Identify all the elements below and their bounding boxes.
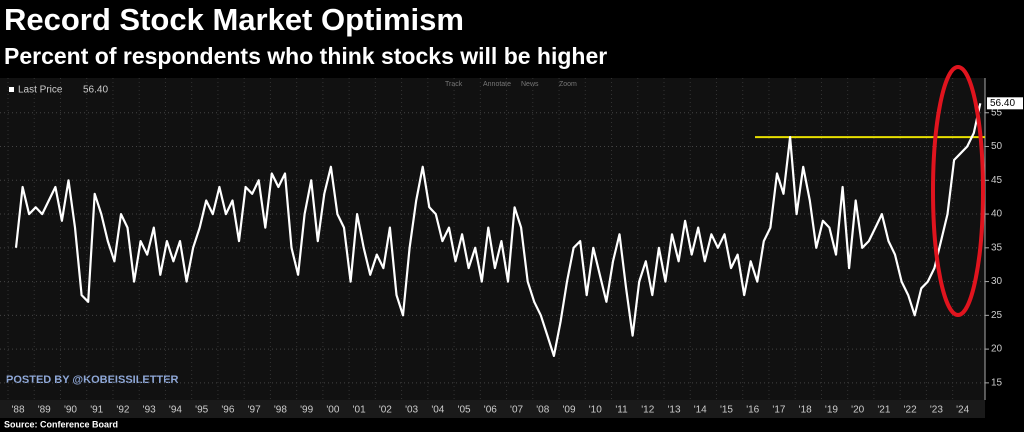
x-tick-label: '01 (353, 405, 366, 416)
x-tick-label: '07 (510, 405, 523, 416)
toolbar: Track Annotate News Zoom (445, 81, 577, 88)
x-tick-label: '90 (64, 405, 77, 416)
y-tick-label: 55 (991, 107, 1003, 118)
x-tick-label: '23 (930, 405, 943, 416)
toolbar-item[interactable]: Track (445, 81, 463, 88)
x-tick-label: '92 (116, 405, 129, 416)
source: Source: Conference Board (4, 419, 118, 429)
x-tick-label: '08 (536, 405, 549, 416)
x-tick-label: '88 (11, 405, 24, 416)
toolbar-item[interactable]: News (521, 81, 539, 88)
last-value-tag (987, 97, 1023, 110)
x-tick-label: '14 (694, 405, 707, 416)
x-tick-label: '21 (877, 405, 890, 416)
legend-swatch (9, 87, 14, 92)
y-tick-label: 40 (991, 209, 1003, 220)
y-tick-label: 25 (991, 310, 1003, 321)
x-tick-label: '09 (563, 405, 576, 416)
x-tick-label: '04 (431, 405, 444, 416)
x-tick-label: '16 (746, 405, 759, 416)
y-tick-label: 45 (991, 175, 1003, 186)
y-tick-label: 30 (991, 276, 1003, 287)
x-tick-label: '19 (825, 405, 838, 416)
x-tick-label: '02 (379, 405, 392, 416)
chart-title: Record Stock Market Optimism (4, 2, 464, 37)
x-tick-label: '93 (143, 405, 156, 416)
x-tick-label: '05 (458, 405, 471, 416)
x-tick-label: '15 (720, 405, 733, 416)
y-tick-label: 15 (991, 378, 1003, 389)
x-tick-label: '12 (641, 405, 654, 416)
last-value-label: 56.40 (990, 98, 1015, 109)
watermark: POSTED BY @KOBEISSILETTER (6, 374, 179, 386)
x-tick-label: '91 (90, 405, 103, 416)
y-tick-label: 50 (991, 141, 1003, 152)
x-tick-label: '96 (221, 405, 234, 416)
x-tick-label: '18 (799, 405, 812, 416)
chart-subtitle: Percent of respondents who think stocks … (4, 43, 607, 69)
y-tick-label: 20 (991, 344, 1003, 355)
x-tick-label: '89 (38, 405, 51, 416)
x-tick-label: '95 (195, 405, 208, 416)
y-tick-label: 35 (991, 242, 1003, 253)
x-tick-label: '97 (248, 405, 261, 416)
x-tick-label: '13 (667, 405, 680, 416)
plot-area (0, 78, 985, 400)
x-tick-label: '94 (169, 405, 182, 416)
x-tick-label: '06 (484, 405, 497, 416)
legend-label: Last Price (18, 85, 63, 96)
x-tick-label: '03 (405, 405, 418, 416)
x-tick-label: '11 (615, 405, 628, 416)
x-tick-label: '99 (300, 405, 313, 416)
line (14, 103, 982, 357)
toolbar-item[interactable]: Annotate (483, 81, 511, 88)
x-tick-label: '20 (851, 405, 864, 416)
x-tick-label: '00 (326, 405, 339, 416)
x-tick-label: '10 (589, 405, 602, 416)
toolbar-item[interactable]: Zoom (559, 81, 577, 88)
x-axis-strip (0, 400, 985, 418)
highlight-ellipse (931, 65, 985, 317)
legend-value: 56.40 (83, 85, 108, 96)
x-tick-label: '22 (904, 405, 917, 416)
x-tick-label: '98 (274, 405, 287, 416)
x-tick-label: '17 (772, 405, 785, 416)
x-tick-label: '24 (956, 405, 969, 416)
